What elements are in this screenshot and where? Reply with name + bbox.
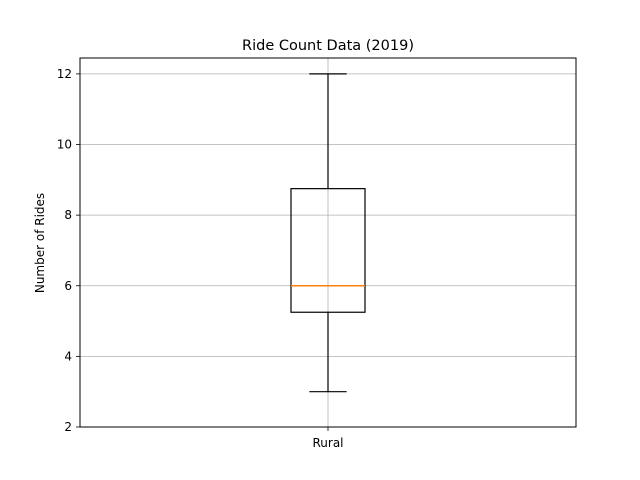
y-tick-label: 8: [64, 208, 72, 222]
y-axis-ticks: 2 4 6 8 10 12: [57, 67, 80, 434]
x-axis-ticks: Rural: [312, 427, 344, 450]
y-tick-label: 12: [57, 67, 72, 81]
y-tick-label: 6: [64, 279, 72, 293]
box-layer: [290, 73, 366, 393]
chart-title: Ride Count Data (2019): [242, 38, 414, 54]
plot-frame: [79, 57, 577, 428]
y-axis-label: Number of Rides: [33, 193, 47, 293]
x-tick-label: Rural: [312, 436, 343, 450]
y-tick-label: 10: [57, 138, 72, 152]
y-tick-label: 2: [64, 420, 72, 434]
y-tick-label: 4: [64, 349, 72, 363]
iqr-box: [290, 188, 366, 313]
